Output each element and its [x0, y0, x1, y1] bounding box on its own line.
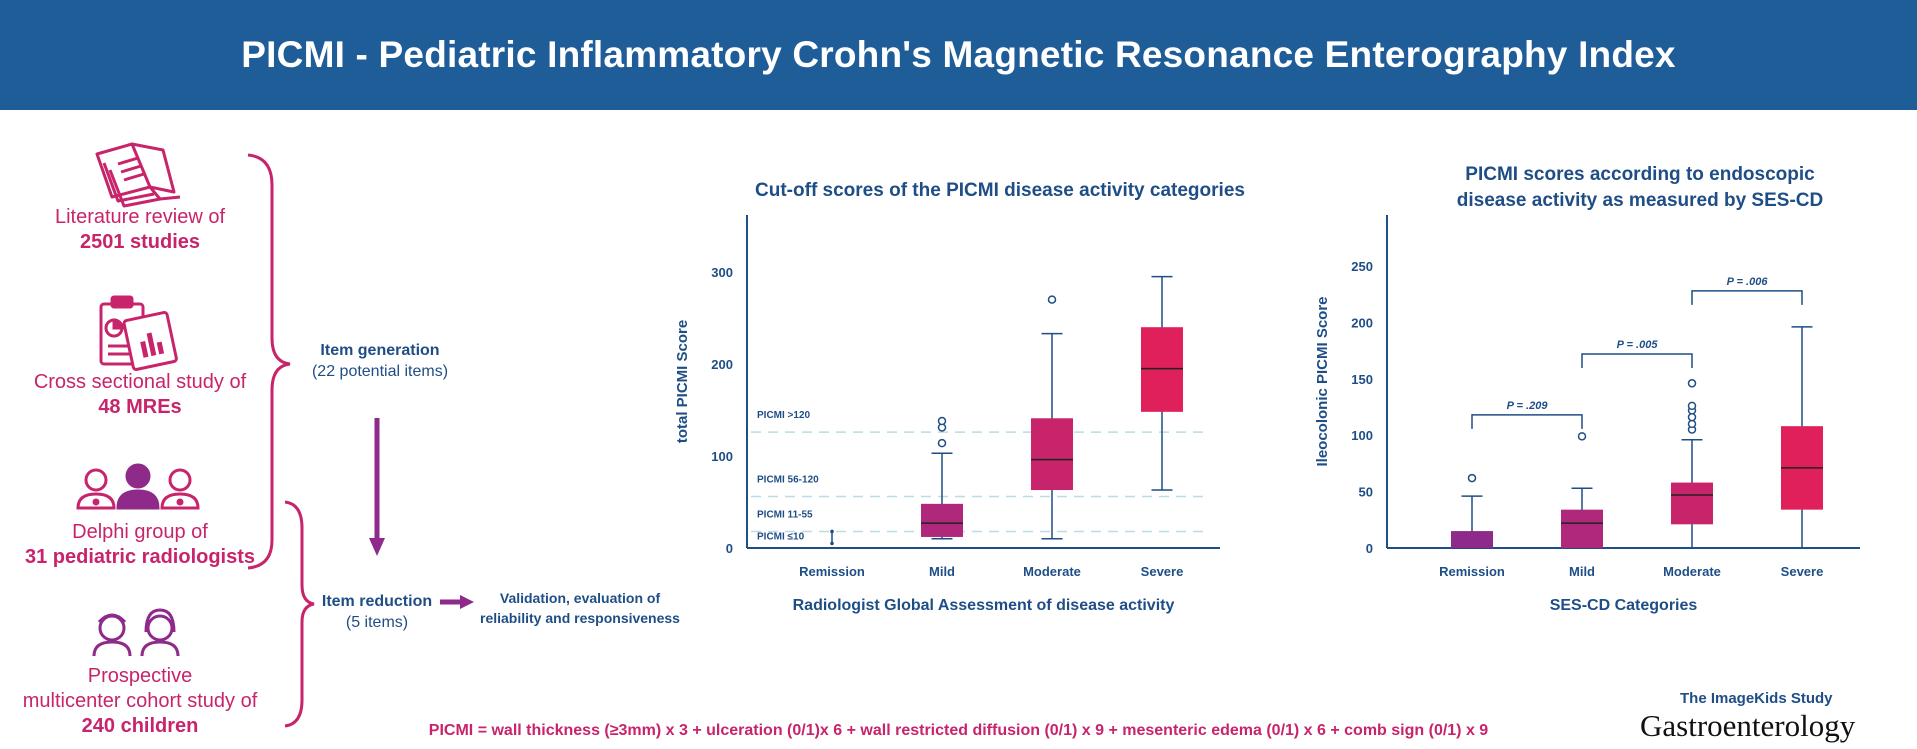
y-axis-label: Ileocolonic PICMI Score	[1314, 296, 1331, 466]
x-tick-label: Moderate	[1023, 564, 1081, 579]
outlier-point	[1687, 401, 1697, 411]
source-delphi-line2: 31 pediatric radiologists	[24, 546, 256, 568]
source-cohort-line2: 240 children	[81, 715, 199, 737]
radiologists-group-icon	[76, 463, 200, 510]
box-iqr	[1451, 531, 1493, 548]
source-cohort-study: Prospective multicenter cohort study of …	[0, 664, 280, 739]
validation-step: Validation, evaluation of reliability an…	[470, 588, 690, 628]
upper-brace	[247, 153, 291, 570]
x-axis-label: SES-CD Categories	[1550, 597, 1698, 614]
data-point	[830, 541, 834, 546]
source-cross-sectional-line1: Cross sectional study of	[33, 371, 247, 393]
journal-logo: Gastroenterology	[1640, 708, 1856, 743]
source-delphi-group: Delphi group of 31 pediatric radiologist…	[0, 520, 280, 570]
validation-line2: reliability and responsiveness	[480, 610, 680, 626]
outlier-point	[1687, 419, 1697, 429]
box-iqr	[1141, 327, 1183, 412]
x-tick-label: Mild	[1569, 564, 1595, 579]
comparison-bracket	[1581, 353, 1693, 368]
item-generation-step: Item generation (22 potential items)	[300, 340, 460, 382]
p-value-label: P = .005	[1617, 339, 1659, 351]
source-literature-review: Literature review of 2501 studies	[20, 205, 260, 255]
x-tick-label: Severe	[1781, 564, 1824, 579]
comparison-bracket	[1691, 290, 1803, 305]
data-point	[830, 529, 834, 534]
source-literature-line1: Literature review of	[54, 206, 226, 228]
outlier-point	[1687, 379, 1697, 388]
validation-line1: Validation, evaluation of	[499, 590, 661, 606]
open-book-icon	[95, 142, 181, 208]
outlier-point	[1467, 473, 1477, 483]
item-generation-title: Item generation	[320, 342, 440, 359]
y-tick-label: 150	[1351, 372, 1373, 387]
source-literature-line2: 2501 studies	[79, 231, 201, 253]
y-tick-label: 300	[711, 265, 733, 280]
comparison-bracket	[1471, 414, 1583, 429]
outlier-point	[937, 438, 947, 448]
x-tick-label: Remission	[1439, 564, 1505, 579]
box-iqr	[1031, 418, 1073, 491]
y-tick-label: 50	[1359, 485, 1373, 500]
y-tick-label: 200	[711, 357, 733, 372]
item-reduction-detail: (5 items)	[345, 614, 409, 631]
x-tick-label: Mild	[929, 564, 955, 579]
source-cross-sectional-line2: 48 MREs	[98, 396, 182, 418]
y-tick-label: 100	[711, 449, 733, 464]
item-generation-detail: (22 potential items)	[311, 363, 449, 380]
x-tick-label: Remission	[799, 564, 865, 579]
header-banner: PICMI - Pediatric Inflammatory Crohn's M…	[0, 0, 1917, 110]
cutoff-label: PICMI 56-120	[757, 474, 819, 485]
item-reduction-step: Item reduction (5 items)	[312, 591, 442, 633]
chart-title-line: PICMI scores according to endoscopic	[1465, 164, 1815, 185]
chart-title: Cut-off scores of the PICMI disease acti…	[755, 180, 1245, 201]
picmi-formula: PICMI = wall thickness (≥3mm) x 3 + ulce…	[428, 722, 1489, 739]
p-value-label: P = .006	[1727, 276, 1769, 288]
page-title: PICMI - Pediatric Inflammatory Crohn's M…	[241, 34, 1676, 75]
cutoff-label: PICMI ≤10	[757, 531, 805, 542]
box-iqr	[921, 503, 963, 537]
y-tick-label: 0	[1366, 541, 1373, 556]
box-iqr	[1671, 482, 1713, 525]
cutoff-label: PICMI >120	[757, 410, 811, 421]
down-arrow-head	[369, 538, 385, 556]
x-tick-label: Severe	[1141, 564, 1184, 579]
y-axis-label: total PICMI Score	[674, 320, 691, 443]
lower-brace	[284, 500, 315, 728]
source-delphi-line1: Delphi group of	[72, 521, 208, 543]
box-iqr	[1561, 509, 1603, 548]
children-icon	[92, 608, 180, 657]
outlier-point	[937, 416, 947, 426]
cutoff-label: PICMI 11-55	[757, 509, 813, 520]
x-axis-label: Radiologist Global Assessment of disease…	[793, 597, 1175, 614]
clipboard-report-icon	[99, 295, 178, 371]
outlier-point	[1047, 295, 1057, 304]
y-tick-label: 200	[1351, 315, 1373, 330]
outlier-point	[1687, 412, 1697, 422]
source-cohort-line1b: multicenter cohort study of	[22, 690, 258, 712]
y-tick-label: 100	[1351, 428, 1373, 443]
study-name: The ImageKids Study	[1680, 690, 1833, 707]
y-tick-label: 0	[726, 541, 733, 556]
y-tick-label: 250	[1351, 259, 1373, 274]
p-value-label: P = .209	[1507, 400, 1549, 412]
right-arrow-head	[460, 595, 474, 609]
chart-title-line: disease activity as measured by SES-CD	[1457, 190, 1823, 211]
source-cohort-line1: Prospective	[87, 665, 193, 687]
x-tick-label: Moderate	[1663, 564, 1721, 579]
outlier-point	[1577, 432, 1587, 441]
source-cross-sectional: Cross sectional study of 48 MREs	[10, 370, 270, 420]
item-reduction-title: Item reduction	[321, 593, 433, 610]
